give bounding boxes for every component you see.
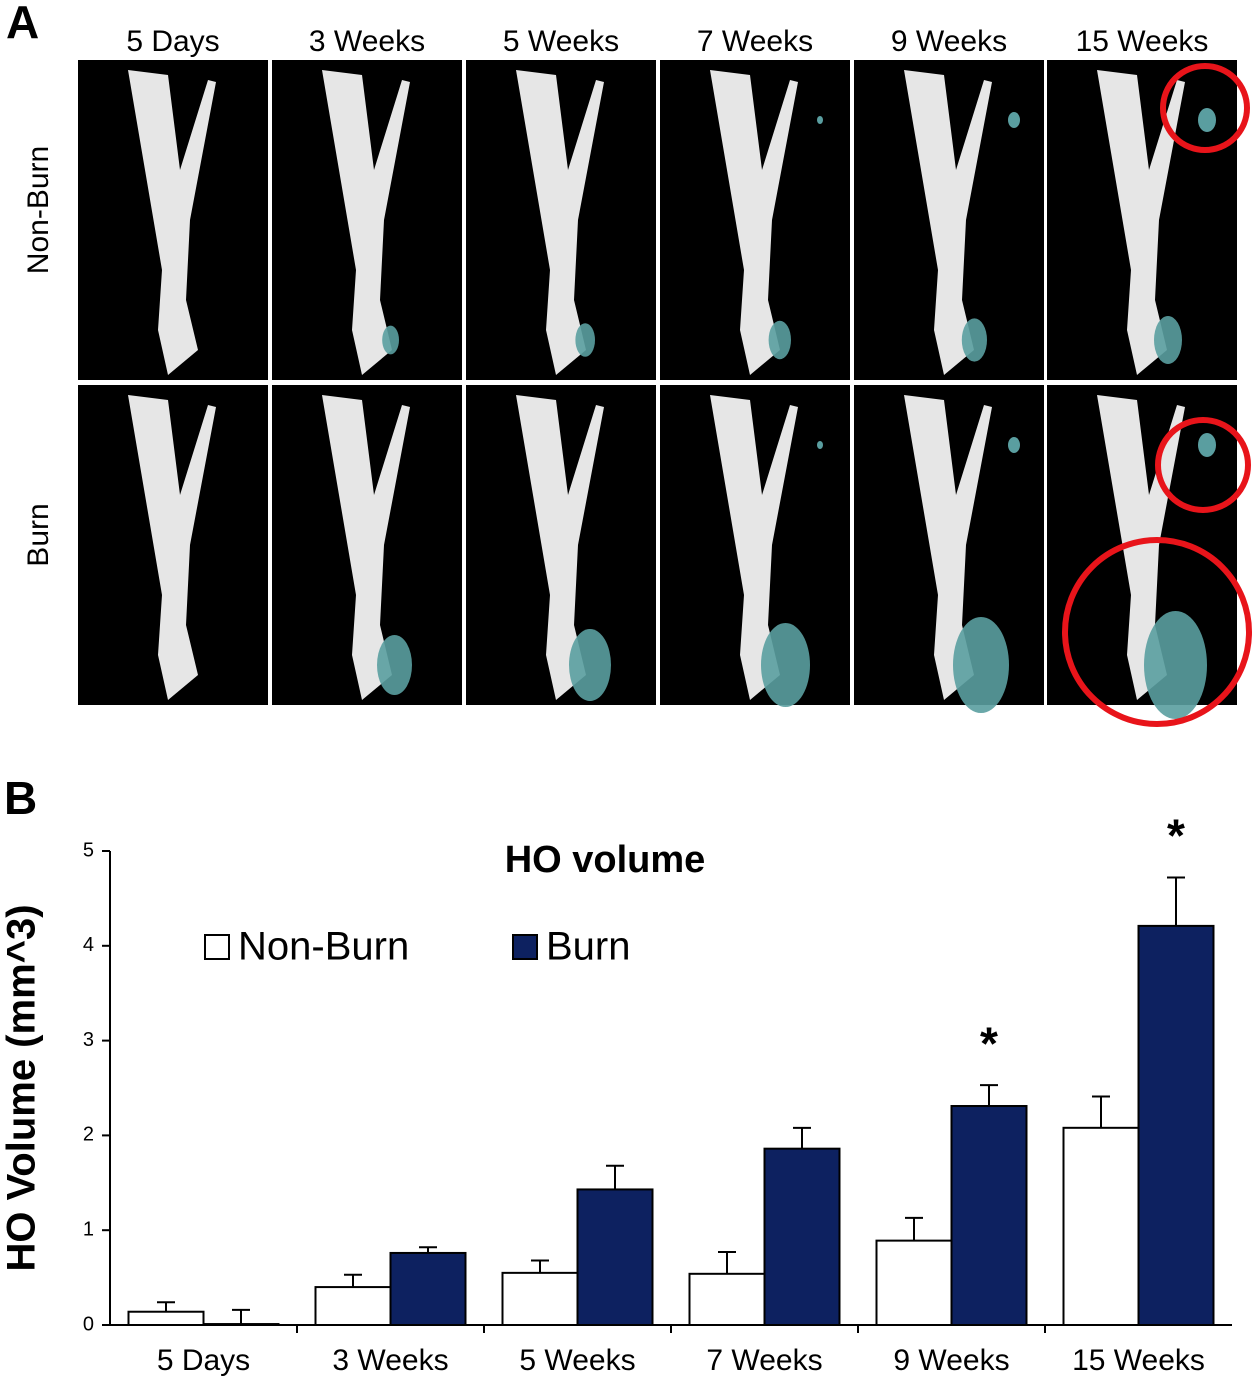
bar [501, 1271, 579, 1326]
micro-ct-image [272, 60, 462, 380]
bar [127, 1310, 205, 1327]
ho-deposit [575, 323, 595, 357]
highlight-circle [1160, 63, 1250, 153]
legend-swatch [512, 934, 538, 960]
micro-ct-image [854, 385, 1044, 713]
micro-ct-image [78, 60, 268, 380]
bone [1097, 70, 1185, 375]
significance-marker: * [980, 1017, 998, 1069]
column-label: 7 Weeks [697, 25, 813, 58]
column-label: 3 Weeks [309, 25, 425, 58]
column-label: 15 Weeks [1076, 25, 1209, 58]
bar [950, 1105, 1028, 1326]
error-bar [980, 1084, 998, 1107]
micro-ct-image [660, 60, 850, 380]
y-tick-label: 2 [83, 1124, 94, 1146]
bone [1097, 395, 1185, 700]
x-tick-label: 9 Weeks [893, 1344, 1009, 1377]
ho-deposit [1008, 437, 1020, 453]
bone [128, 395, 216, 700]
column-label: 9 Weeks [891, 25, 1007, 58]
bone [904, 395, 992, 700]
panel-label: B [4, 772, 37, 824]
x-tick-label: 7 Weeks [706, 1344, 822, 1377]
y-tick-label: 1 [83, 1218, 94, 1240]
x-tick-label: 3 Weeks [332, 1344, 448, 1377]
ho-deposit [569, 629, 611, 701]
bone [322, 395, 410, 700]
error-bar [718, 1251, 736, 1274]
ho-deposit [1198, 433, 1216, 457]
bone [516, 395, 604, 700]
micro-ct-image [466, 385, 656, 705]
ho-deposit [1154, 316, 1182, 364]
ho-deposit [377, 635, 412, 695]
y-tick-label: 3 [83, 1029, 94, 1051]
significance-marker: * [1167, 810, 1185, 862]
micro-ct-image [466, 60, 656, 380]
bar [202, 1323, 280, 1327]
error-bar [232, 1308, 250, 1325]
micro-ct-image [1047, 385, 1237, 719]
bar [389, 1251, 467, 1327]
y-tick-label: 4 [83, 934, 94, 956]
bone [128, 70, 216, 375]
micro-ct-image [78, 385, 268, 705]
bar [576, 1188, 654, 1327]
ho-deposit [761, 623, 810, 707]
ho-deposit [1198, 108, 1216, 132]
bone [904, 70, 992, 375]
x-tick-label: 15 Weeks [1072, 1344, 1205, 1377]
micro-ct-image [660, 385, 850, 707]
panel-label: A [6, 0, 39, 48]
error-bar [531, 1259, 549, 1273]
chart-title: HO volume [505, 839, 706, 881]
legend-label: Burn [546, 925, 631, 969]
error-bar [606, 1164, 624, 1190]
error-bar [905, 1216, 923, 1241]
column-label: 5 Weeks [503, 25, 619, 58]
y-tick-label: 0 [83, 1313, 94, 1335]
error-bar [1092, 1095, 1110, 1128]
row-label: Non-Burn [22, 146, 55, 274]
row-label: Burn [22, 503, 55, 566]
micro-ct-image [854, 60, 1044, 380]
bar [1062, 1126, 1140, 1327]
legend-swatch [204, 934, 230, 960]
ho-deposit [1008, 112, 1020, 128]
ho-deposit [1144, 611, 1207, 719]
error-bar [793, 1126, 811, 1149]
ho-deposit [382, 325, 399, 355]
highlight-circle [1155, 417, 1251, 513]
bar [875, 1239, 953, 1327]
bar [1137, 924, 1215, 1327]
ho-deposit [817, 116, 823, 124]
highlight-circle [1062, 537, 1252, 727]
legend-label: Non-Burn [238, 925, 409, 969]
x-tick-label: 5 Weeks [519, 1344, 635, 1377]
x-tick-label: 5 Days [157, 1344, 250, 1377]
bar [763, 1147, 841, 1326]
error-bar [1167, 876, 1185, 926]
ho-deposit [768, 320, 791, 360]
y-tick-label: 5 [83, 839, 94, 861]
error-bar [157, 1301, 175, 1312]
micro-ct-image [1047, 60, 1237, 380]
error-bar [344, 1273, 362, 1288]
y-axis-label: HO Volume (mm^3) [0, 904, 44, 1271]
column-label: 5 Days [126, 25, 219, 58]
micro-ct-image [272, 385, 462, 705]
bone [322, 70, 410, 375]
bar [314, 1286, 392, 1326]
ho-deposit [953, 617, 1009, 713]
ho-deposit [961, 318, 988, 362]
bone [516, 70, 604, 375]
bone [710, 395, 798, 700]
ho-deposit [817, 441, 823, 449]
bar [688, 1272, 766, 1326]
error-bar [419, 1246, 437, 1253]
bone [710, 70, 798, 375]
